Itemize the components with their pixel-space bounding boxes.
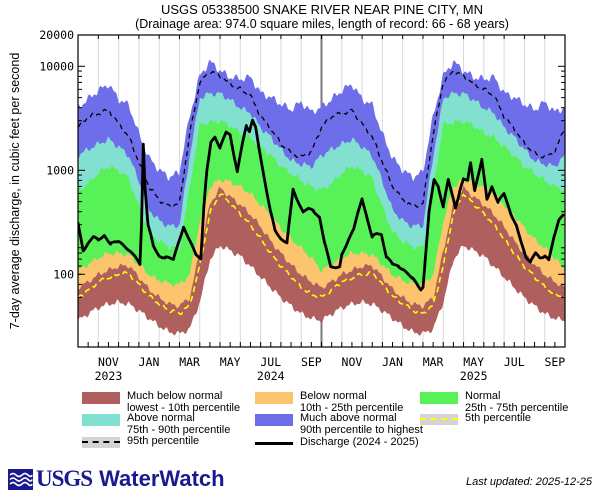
legend-swatch-normal: [420, 392, 458, 404]
usgs-wordmark: USGS: [36, 466, 93, 491]
legend-swatch-above: [82, 414, 120, 426]
x-axis-ticks: NOV JAN MAR MAY JUL SEP NOV JAN MAR MAY JUL SEP 2023…: [87, 35, 565, 383]
legend-label-above: Above normal 75th - 90th percentile: [127, 412, 231, 436]
x-tick-label: SEP: [301, 355, 322, 369]
legend-label-much_below: Much below normal lowest - 10th percentil…: [127, 390, 241, 414]
legend-swatch-much_below: [82, 392, 120, 404]
x-tick-label: SEP: [544, 355, 565, 369]
legend-swatch-discharge: [255, 437, 293, 449]
p5-line: [78, 193, 565, 316]
x-tick-label: JUL: [504, 355, 525, 369]
discharge-line: [78, 118, 565, 292]
legend-item-above: Above normal 75th - 90th percentile: [82, 412, 231, 436]
legend-label-discharge: Discharge (2024 - 2025): [300, 435, 419, 448]
legend-item-much_below: Much below normal lowest - 10th percentil…: [82, 390, 241, 414]
x-tick-label: MAR: [423, 355, 444, 369]
legend-item-discharge: Discharge (2024 - 2025): [255, 436, 419, 449]
y-axis-label: 7-day average discharge, in cubic feet p…: [8, 52, 22, 330]
y-tick-label: 100: [53, 267, 74, 281]
band-much_above: [78, 59, 565, 229]
percentile-bands: [78, 59, 565, 336]
percentile-lines: [78, 70, 565, 316]
y-tick-label: 20000: [39, 28, 74, 42]
legend-swatch-below: [255, 392, 293, 404]
year-label: 2025: [460, 369, 488, 383]
legend-label-below: Below normal 10th - 25th percentile: [300, 390, 404, 414]
legend-swatch-p5_line: [420, 414, 458, 425]
hydrograph-svg: 100 1000 10000 20000 NOV JAN MAR MAY JUL SEP NOV JA…: [39, 28, 566, 383]
last-updated-text: Last updated: 2025-12-25: [466, 476, 592, 488]
legend-label-much_above: Much above normal 90th percentile to high…: [300, 412, 423, 436]
x-tick-label: NOV: [342, 355, 363, 369]
waterwatch-wordmark: WaterWatch: [99, 466, 225, 491]
x-tick-label: NOV: [98, 355, 119, 369]
year-label: 2024: [257, 369, 285, 383]
usgs-waves-icon: [8, 468, 33, 490]
y-axis-ticks: 100 1000 10000 20000: [39, 28, 565, 298]
x-tick-label: MAY: [220, 355, 241, 369]
x-tick-label: JAN: [382, 355, 403, 369]
legend-label-p5_line: 5th percentile: [465, 412, 532, 425]
legend-swatch-much_above: [255, 414, 293, 426]
page-subtitle: (Drainage area: 974.0 square miles, leng…: [135, 17, 509, 31]
legend-item-p5_line: 5th percentile: [420, 413, 531, 425]
legend-item-p95_line: 95th percentile: [82, 436, 199, 448]
legend-item-much_above: Much above normal 90th percentile to high…: [255, 412, 423, 436]
footer: USGS WaterWatch Last updated: 2025-12-25: [0, 462, 600, 500]
legend-item-below: Below normal 10th - 25th percentile: [255, 390, 404, 414]
year-label: 2023: [95, 369, 123, 383]
legend-label-normal: Normal 25th - 75th percentile: [465, 390, 569, 414]
legend-label-p95_line: 95th percentile: [127, 435, 200, 448]
y-tick-label: 1000: [46, 163, 74, 177]
legend-swatch-p95_line: [82, 437, 120, 448]
p95-line: [78, 70, 565, 209]
x-tick-label: JAN: [139, 355, 160, 369]
y-tick-label: 10000: [39, 59, 74, 73]
x-tick-label: MAR: [179, 355, 200, 369]
chart-legend: Much below normal lowest - 10th percentil…: [0, 388, 600, 456]
legend-item-normal: Normal 25th - 75th percentile: [420, 390, 569, 414]
usgs-waterwatch-logo: USGS WaterWatch: [8, 466, 225, 492]
x-tick-label: MAY: [463, 355, 484, 369]
page-title: USGS 05338500 SNAKE RIVER NEAR PINE CITY…: [161, 2, 483, 17]
x-tick-label: JUL: [260, 355, 281, 369]
